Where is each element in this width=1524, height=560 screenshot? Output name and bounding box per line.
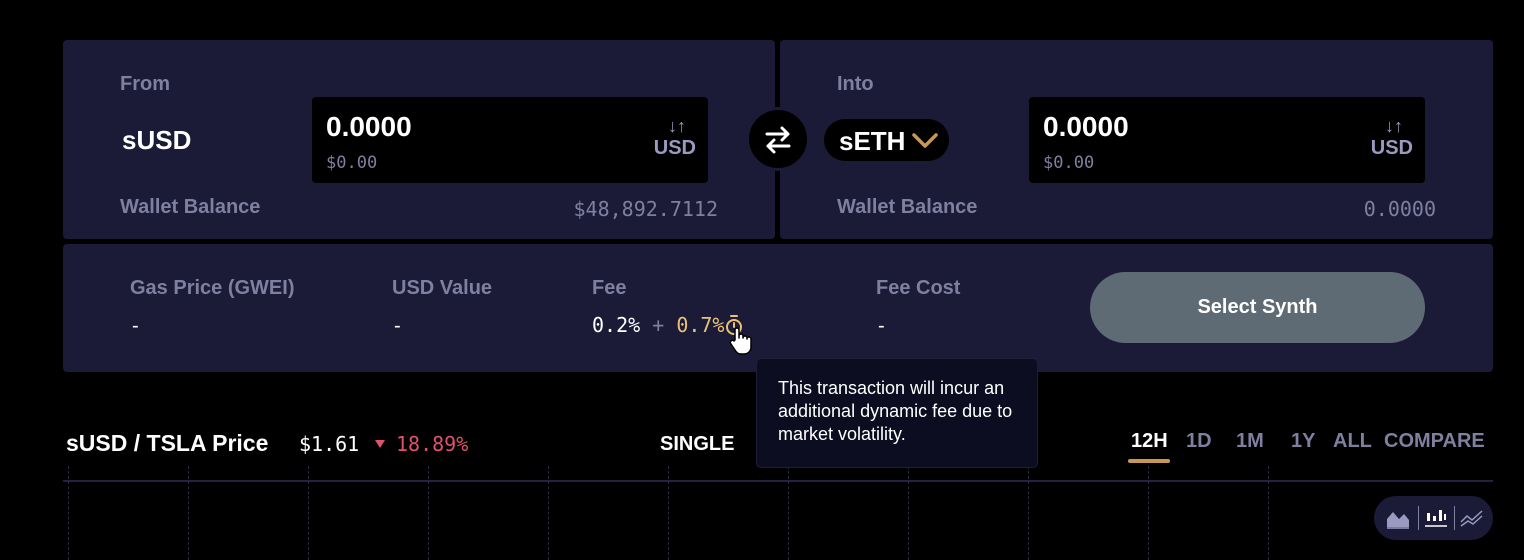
- timeframe-1d[interactable]: 1D: [1186, 430, 1212, 452]
- grid-line: [68, 466, 69, 560]
- into-unit-label: USD: [1370, 137, 1413, 159]
- divider: [1418, 506, 1419, 530]
- fee-plus: +: [652, 313, 665, 337]
- stats-panel: Gas Price (GWEI) - USD Value - Fee 0.2% …: [63, 244, 1493, 372]
- candlestick-chart-icon[interactable]: [1424, 507, 1448, 529]
- grid-line: [428, 466, 429, 560]
- up-down-arrows-icon: ↓↑: [668, 116, 686, 136]
- from-amount-usd: $0.00: [326, 153, 378, 173]
- timeframe-12h[interactable]: 12H: [1131, 430, 1168, 452]
- area-chart-icon[interactable]: [1386, 507, 1410, 529]
- into-wallet-value: 0.0000: [1363, 197, 1436, 221]
- grid-line: [308, 466, 309, 560]
- into-amount-input[interactable]: 0.0000: [1043, 111, 1129, 142]
- usd-value-value: -: [394, 315, 401, 337]
- chart-mode-single[interactable]: SINGLE: [660, 433, 735, 455]
- into-label: Into: [837, 73, 874, 95]
- gas-price-label: Gas Price (GWEI): [130, 277, 295, 299]
- from-panel: From sUSD 0.0000 $0.00 ↓↑ USD Wallet Bal…: [63, 40, 775, 239]
- chart-top-divider: [63, 480, 1493, 482]
- chart-pair-title: sUSD / TSLA Price: [66, 430, 269, 456]
- from-unit-label: USD: [653, 137, 696, 159]
- from-unit-toggle[interactable]: ↓↑ USD: [636, 117, 696, 161]
- grid-line: [1268, 466, 1269, 560]
- fee-base-value: 0.2%: [592, 313, 641, 337]
- dynamic-fee-tooltip: This transaction will incur an additiona…: [756, 358, 1038, 468]
- into-amount-usd: $0.00: [1043, 153, 1095, 173]
- tooltip-text: This transaction will incur an additiona…: [778, 378, 1013, 444]
- up-down-arrows-icon: ↓↑: [1385, 116, 1403, 136]
- grid-line: [188, 466, 189, 560]
- chart-change: 18.89%: [396, 432, 469, 456]
- fee-cost-label: Fee Cost: [876, 277, 961, 299]
- grid-line: [668, 466, 669, 560]
- grid-line: [1028, 466, 1029, 560]
- swap-arrows-icon: [765, 126, 791, 154]
- from-amount-input[interactable]: 0.0000: [326, 111, 412, 142]
- timeframe-1m[interactable]: 1M: [1236, 430, 1264, 452]
- fee-values: 0.2% + 0.7%: [592, 313, 724, 337]
- grid-line: [548, 466, 549, 560]
- into-panel: Into sETH 0.0000 $0.00 ↓↑ USD Wallet Bal…: [780, 40, 1493, 239]
- hand-pointer-icon: [729, 327, 752, 355]
- stopwatch-icon[interactable]: [724, 314, 744, 336]
- into-currency: sETH: [839, 126, 906, 156]
- fee-label: Fee: [592, 277, 627, 299]
- grid-line: [1148, 466, 1149, 560]
- line-chart-icon[interactable]: [1460, 507, 1484, 529]
- from-wallet-label: Wallet Balance: [120, 196, 261, 218]
- usd-value-label: USD Value: [392, 277, 493, 299]
- gas-price-value[interactable]: -: [132, 315, 139, 337]
- fee-dynamic-value: 0.7%: [676, 313, 725, 337]
- swap-button[interactable]: [746, 107, 810, 171]
- timeframe-all[interactable]: ALL: [1333, 430, 1372, 452]
- divider: [1454, 506, 1455, 530]
- from-label: From: [120, 73, 170, 95]
- grid-line: [788, 466, 789, 560]
- grid-line: [908, 466, 909, 560]
- from-amount-box[interactable]: 0.0000 $0.00 ↓↑ USD: [312, 97, 708, 183]
- active-timeframe-indicator: [1128, 459, 1170, 463]
- chart-type-switcher: [1374, 496, 1493, 540]
- triangle-down-icon: [375, 440, 385, 448]
- select-synth-button[interactable]: Select Synth: [1090, 272, 1425, 343]
- into-amount-box[interactable]: 0.0000 $0.00 ↓↑ USD: [1029, 97, 1425, 183]
- from-wallet-value: $48,892.7112: [573, 197, 719, 221]
- fee-cost-value: -: [878, 315, 885, 337]
- chart-price: $1.61: [299, 432, 360, 456]
- chevron-down-icon: [912, 133, 938, 148]
- timeframe-1y[interactable]: 1Y: [1291, 430, 1316, 452]
- from-currency[interactable]: sUSD: [122, 125, 192, 155]
- into-unit-toggle[interactable]: ↓↑ USD: [1353, 117, 1413, 161]
- into-currency-selector[interactable]: sETH: [824, 119, 949, 161]
- compare-button[interactable]: COMPARE: [1384, 430, 1485, 452]
- into-wallet-label: Wallet Balance: [837, 196, 978, 218]
